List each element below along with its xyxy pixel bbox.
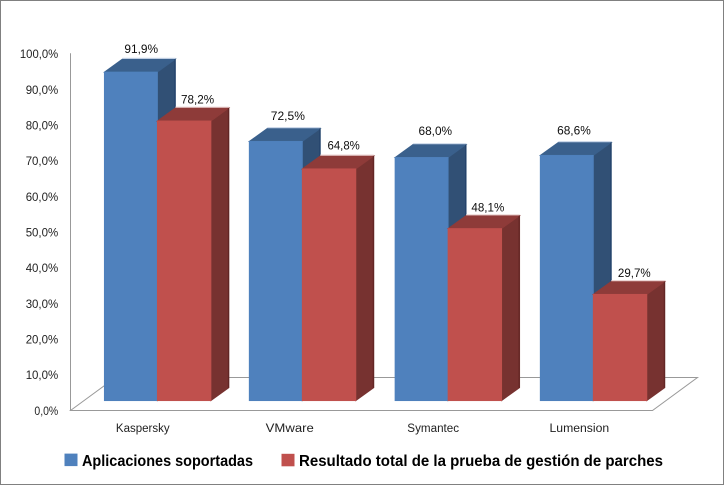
- svg-text:40,0%: 40,0%: [26, 263, 59, 275]
- svg-text:68,6%: 68,6%: [557, 124, 591, 138]
- svg-text:VMware: VMware: [266, 423, 314, 435]
- svg-text:20,0%: 20,0%: [26, 335, 59, 347]
- svg-text:100,0%: 100,0%: [20, 49, 58, 61]
- svg-text:78,2%: 78,2%: [181, 92, 214, 106]
- svg-text:Aplicaciones soportadas: Aplicaciones soportadas: [82, 453, 253, 470]
- svg-text:29,7%: 29,7%: [618, 266, 651, 280]
- svg-text:70,0%: 70,0%: [26, 156, 59, 168]
- svg-text:64,8%: 64,8%: [328, 139, 361, 153]
- svg-text:0,0%: 0,0%: [34, 406, 58, 418]
- svg-text:Lumension: Lumension: [550, 423, 610, 435]
- svg-text:30,0%: 30,0%: [26, 299, 59, 311]
- svg-text:72,5%: 72,5%: [271, 109, 305, 123]
- svg-text:90,0%: 90,0%: [26, 85, 59, 97]
- svg-text:Symantec: Symantec: [407, 423, 459, 435]
- svg-text:91,9%: 91,9%: [124, 42, 158, 56]
- svg-text:Kaspersky: Kaspersky: [116, 423, 170, 435]
- svg-text:48,1%: 48,1%: [471, 200, 504, 214]
- svg-text:10,0%: 10,0%: [26, 370, 59, 382]
- svg-text:Resultado total de la prueba d: Resultado total de la prueba de gestión …: [299, 453, 663, 470]
- svg-text:80,0%: 80,0%: [26, 121, 59, 133]
- svg-text:60,0%: 60,0%: [26, 192, 59, 204]
- svg-text:50,0%: 50,0%: [26, 228, 59, 240]
- svg-text:68,0%: 68,0%: [419, 124, 453, 138]
